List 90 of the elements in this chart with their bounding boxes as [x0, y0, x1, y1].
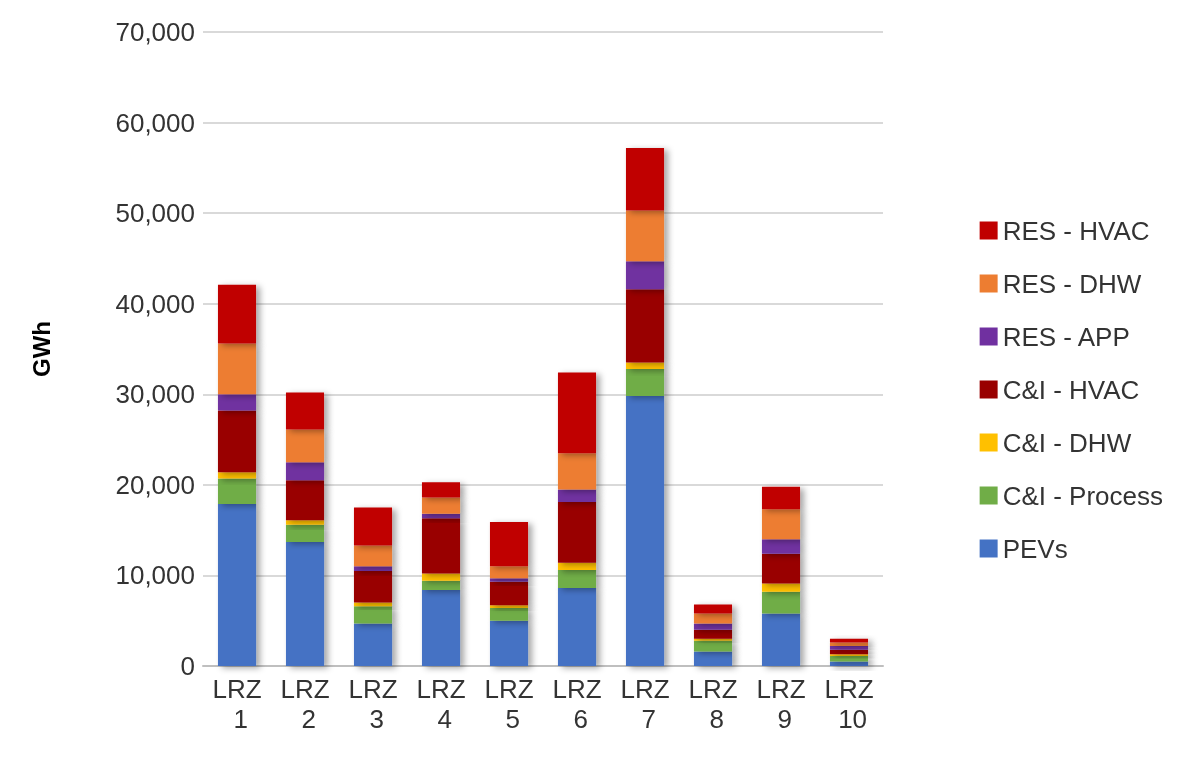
bar [421, 589, 461, 666]
bar [285, 480, 325, 521]
x-tick-label: LRZ 1 [212, 674, 262, 734]
bar [557, 489, 597, 503]
bar [829, 661, 869, 666]
bar [761, 583, 801, 592]
bar [217, 503, 257, 666]
x-tick-label: LRZ 5 [484, 674, 534, 734]
y-tick-label: 50,000 [115, 198, 195, 229]
bar [693, 629, 733, 639]
legend-label: C&I - DHW [1002, 427, 1132, 458]
bar [353, 606, 393, 624]
y-tick-label: 40,000 [115, 288, 195, 319]
bar [353, 545, 393, 567]
bar [761, 539, 801, 554]
bar [217, 284, 257, 344]
bar [217, 394, 257, 411]
y-tick-label: 20,000 [115, 469, 195, 500]
bar [557, 372, 597, 454]
legend-label: C&I - HVAC [1002, 374, 1140, 405]
bar [353, 566, 393, 571]
x-tick-label: LRZ 2 [280, 674, 330, 734]
bar [761, 509, 801, 540]
bar [625, 261, 665, 290]
bar [761, 591, 801, 614]
bar [421, 580, 461, 590]
legend-label: PEVs [1002, 533, 1068, 564]
legend-label: RES - DHW [1002, 268, 1142, 299]
x-tick-label: LRZ 10 [824, 674, 874, 734]
bar [489, 566, 529, 579]
bar [829, 642, 869, 647]
bar [217, 478, 257, 504]
bar [557, 588, 597, 666]
bar [489, 620, 529, 666]
bar [489, 605, 529, 609]
bar [353, 623, 393, 666]
x-tick-label: LRZ 8 [688, 674, 738, 734]
bar [557, 453, 597, 490]
bar [761, 486, 801, 510]
bar [829, 656, 869, 662]
bar [217, 343, 257, 395]
bar [285, 541, 325, 666]
bar [557, 502, 597, 563]
bar [421, 497, 461, 514]
bar [557, 562, 597, 570]
bar [285, 524, 325, 542]
bar [693, 613, 733, 624]
legend-label: RES - APP [1002, 321, 1130, 352]
y-tick-label: 60,000 [115, 107, 195, 138]
y-tick-label: 70,000 [115, 17, 195, 47]
x-tick-label: LRZ 9 [756, 674, 806, 734]
legend-label: C&I - Process [1002, 480, 1164, 511]
bar [489, 581, 529, 606]
x-tick-label: LRZ 4 [416, 674, 466, 734]
x-tick-label: LRZ 7 [620, 674, 670, 734]
bar [693, 623, 733, 630]
bar [489, 578, 529, 582]
bar [285, 392, 325, 430]
y-tick-label: 10,000 [115, 560, 195, 591]
x-tick-label: LRZ 6 [552, 674, 602, 734]
bar [693, 604, 733, 614]
bar [285, 429, 325, 463]
bar [693, 640, 733, 652]
bar [285, 462, 325, 481]
bar [421, 518, 461, 574]
legend-label: RES - HVAC [1002, 215, 1150, 246]
bar [217, 410, 257, 473]
bar [761, 613, 801, 666]
bar [625, 396, 665, 666]
y-tick-label: 0 [180, 651, 195, 681]
bar [829, 646, 869, 650]
bar [353, 570, 393, 603]
y-axis-title: GWh [27, 321, 55, 377]
bar [625, 368, 665, 397]
bar [693, 651, 733, 666]
bar [353, 507, 393, 546]
y-tick-label: 30,000 [115, 379, 195, 410]
bar [421, 573, 461, 581]
bar [285, 520, 325, 525]
bar [625, 289, 665, 363]
bar [557, 569, 597, 589]
bar [625, 362, 665, 369]
bar [489, 521, 529, 567]
bar [489, 608, 529, 621]
bar [421, 482, 461, 498]
x-tick-label: LRZ 3 [348, 674, 398, 734]
bar [625, 147, 665, 211]
bar [761, 553, 801, 584]
bar [217, 472, 257, 479]
bar [625, 210, 665, 262]
